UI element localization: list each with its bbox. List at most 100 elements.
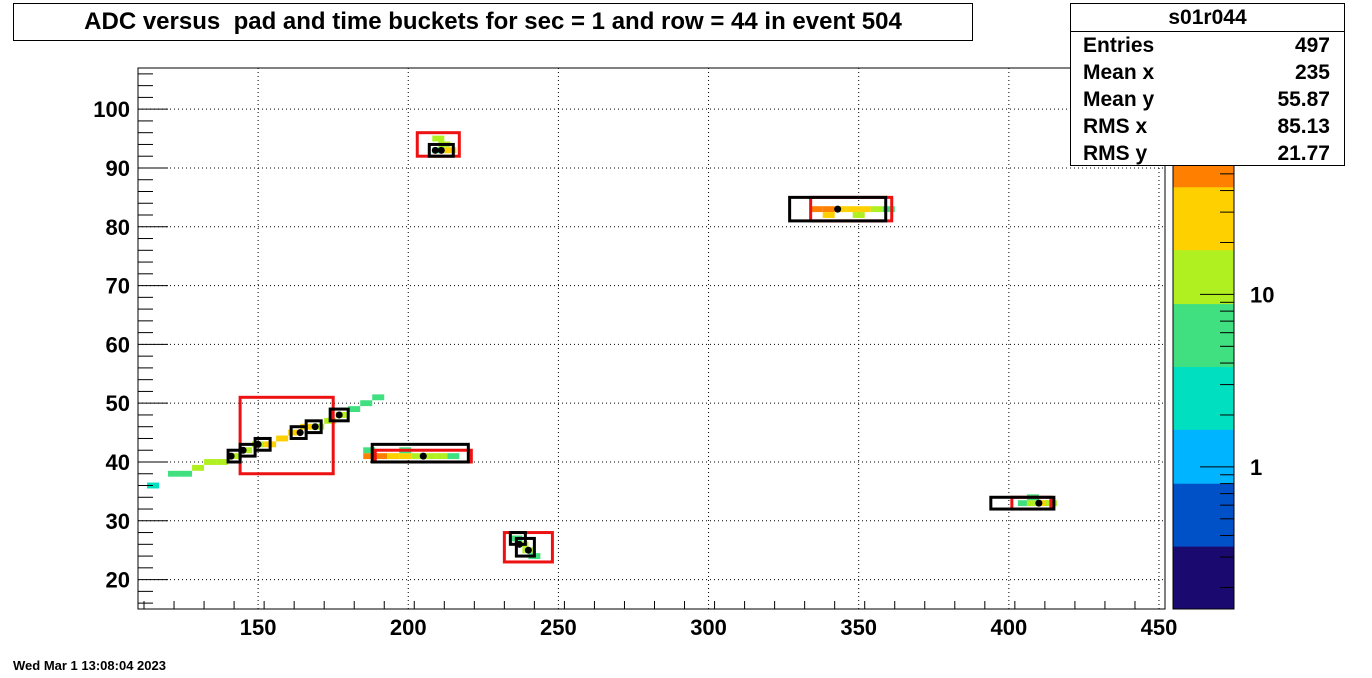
colorbar-segment [1173, 600, 1234, 610]
colorbar-tick-label: 1 [1250, 455, 1262, 480]
heatmap-cell [276, 435, 289, 442]
black-cluster-box [370, 442, 470, 464]
heatmap-cell [1017, 500, 1030, 507]
colorbar-segment [1173, 420, 1234, 430]
heatmap-cell [363, 447, 376, 454]
colorbar-segment [1173, 231, 1234, 242]
cluster-marker [335, 411, 343, 419]
heatmap-cell [846, 206, 859, 213]
heatmap-cells [147, 135, 1057, 560]
colorbar-segment [1173, 240, 1234, 251]
stat-row-entries: Entries 497 [1071, 32, 1344, 59]
heatmap-cell [204, 459, 217, 465]
colorbar-segment [1173, 492, 1234, 502]
colorbar-segment [1173, 537, 1234, 547]
plot-frame [137, 67, 1166, 610]
y-tick-label: 60 [106, 332, 130, 357]
colorbar-segment [1173, 258, 1234, 269]
colorbar-segment [1173, 483, 1234, 493]
colorbar-segment [1173, 393, 1234, 403]
colorbar-segment [1173, 177, 1234, 188]
colorbar-segment [1173, 312, 1234, 323]
heatmap-cell [372, 394, 385, 401]
cluster-markers [227, 146, 1043, 554]
heatmap-cell [147, 482, 160, 489]
stat-row-mean-y: Mean y 55.87 [1071, 86, 1344, 113]
colorbar-segment [1173, 474, 1234, 484]
heatmap-cell [216, 459, 229, 465]
heatmap-cell [435, 453, 448, 460]
cluster-marker [239, 446, 247, 454]
stat-label: Mean x [1083, 61, 1155, 84]
heatmap-cell [858, 206, 871, 213]
heatmap-cell [360, 400, 373, 407]
colorbar-segment [1173, 402, 1234, 412]
colorbar-segment [1173, 267, 1234, 278]
colorbar-segment [1173, 546, 1234, 556]
heatmap-cell [423, 453, 436, 460]
cluster-marker [296, 429, 304, 437]
stats-box: s01r044 Entries 497 Mean x 235 Mean y 55… [1070, 3, 1345, 166]
heatmap-cell [810, 206, 823, 213]
y-tick-label: 80 [106, 215, 130, 240]
colorbar-segment [1173, 348, 1234, 358]
x-tick-label: 400 [990, 615, 1027, 640]
cluster-marker [431, 146, 439, 154]
colorbar-segment [1173, 501, 1234, 511]
colorbar-segment [1173, 339, 1234, 349]
colorbar-segment [1173, 591, 1234, 601]
heatmap-cell [822, 206, 835, 213]
colorbar-segment [1173, 249, 1234, 260]
stat-label: Mean y [1083, 88, 1155, 111]
cluster-marker [419, 452, 427, 460]
colorbar-segment [1173, 528, 1234, 538]
black-cluster-box [514, 536, 536, 558]
colorbar-segment [1173, 456, 1234, 466]
heatmap-cell [288, 429, 301, 436]
cluster-marker [524, 546, 532, 554]
cluster-marker [311, 423, 319, 431]
stat-value: 85.13 [1277, 115, 1330, 138]
heatmap-cell [882, 206, 895, 213]
colorbar-segment [1173, 582, 1234, 592]
colorbar-tick-label: 10 [1250, 282, 1274, 307]
heatmap-cell [363, 453, 376, 460]
colorbar-segment [1173, 555, 1234, 565]
heatmap-cell [432, 135, 445, 142]
heatmap-cell [375, 453, 388, 460]
y-tick-label: 50 [106, 391, 130, 416]
stat-row-mean-x: Mean x 235 [1071, 59, 1344, 86]
x-tick-label: 300 [690, 615, 727, 640]
x-tick-label: 250 [540, 615, 577, 640]
colorbar-segment [1173, 564, 1234, 574]
colorbar-segment [1173, 411, 1234, 421]
heatmap-cell [192, 464, 205, 471]
black-cluster-box [304, 419, 323, 435]
colorbar-segment [1173, 429, 1234, 439]
colorbar-segment [1173, 366, 1234, 376]
cluster-marker [437, 146, 445, 154]
black-cluster-box [328, 407, 350, 423]
heatmap-cell [399, 453, 412, 460]
y-tick-label: 30 [106, 509, 130, 534]
colorbar-segment [1173, 330, 1234, 340]
cluster-marker [1035, 499, 1043, 507]
heatmap-cell [348, 406, 361, 413]
black-cluster-box [427, 142, 455, 158]
stat-row-rms-y: RMS y 21.77 [1071, 140, 1344, 167]
heatmap-cell [387, 453, 400, 460]
colorbar-segment [1173, 519, 1234, 529]
black-cluster-box [989, 495, 1056, 511]
stat-value: 235 [1294, 61, 1330, 84]
y-tick-label: 70 [106, 274, 130, 299]
cluster-marker [515, 540, 523, 548]
cluster-marker [834, 205, 842, 213]
red-cluster-box [502, 531, 554, 564]
chart-title: ADC versus pad and time buckets for sec … [13, 3, 973, 41]
x-tick-label: 350 [840, 615, 877, 640]
colorbar-segment [1173, 573, 1234, 583]
colorbar-segment [1173, 213, 1234, 224]
stats-title: s01r044 [1071, 4, 1344, 32]
colorbar-segment [1173, 204, 1234, 215]
